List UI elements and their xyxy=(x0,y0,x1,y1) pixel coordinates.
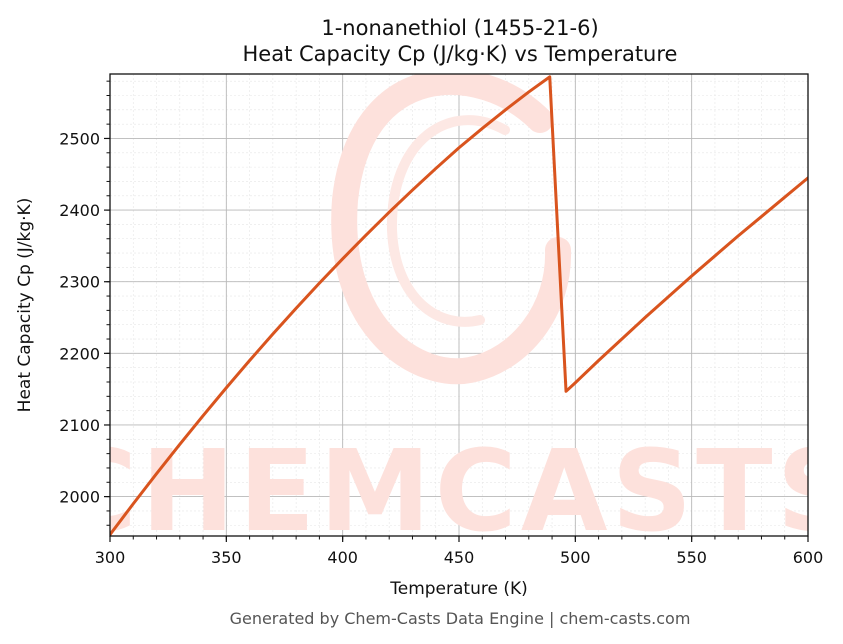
y-tick-label: 2000 xyxy=(59,488,100,507)
y-tick-label: 2400 xyxy=(59,201,100,220)
x-tick-label: 600 xyxy=(793,548,824,567)
watermark: CHEMCASTS xyxy=(55,74,843,557)
y-tick-label: 2300 xyxy=(59,273,100,292)
y-tick-label: 2500 xyxy=(59,129,100,148)
y-tick-label: 2100 xyxy=(59,416,100,435)
series-layer xyxy=(110,75,808,536)
x-tick-label: 300 xyxy=(95,548,126,567)
plot-area: CHEMCASTS 300 350 400 450 500 550 600 2000 2100 2… xyxy=(55,73,843,567)
watermark-logo-arc xyxy=(331,74,572,385)
x-tick-label: 350 xyxy=(211,548,242,567)
axis-ticks: 300 350 400 450 500 550 600 2000 2100 2200 2300 240… xyxy=(59,80,824,567)
x-tick-label: 550 xyxy=(676,548,707,567)
chart-title-line1: 1-nonanethiol (1455-21-6) xyxy=(321,16,598,40)
y-axis-label: Heat Capacity Cp (J/kg·K) xyxy=(15,198,35,413)
chart-title-line2: Heat Capacity Cp (J/kg·K) vs Temperature xyxy=(243,42,678,66)
x-axis-label: Temperature (K) xyxy=(389,579,528,599)
series-line-0 xyxy=(110,75,808,536)
watermark-logo-inner xyxy=(386,115,510,327)
x-tick-label: 450 xyxy=(444,548,475,567)
x-tick-label: 500 xyxy=(560,548,591,567)
x-tick-label: 400 xyxy=(327,548,358,567)
watermark-text: CHEMCASTS xyxy=(55,427,843,557)
footer-credit: Generated by Chem-Casts Data Engine | ch… xyxy=(230,609,691,628)
y-tick-label: 2200 xyxy=(59,344,100,363)
